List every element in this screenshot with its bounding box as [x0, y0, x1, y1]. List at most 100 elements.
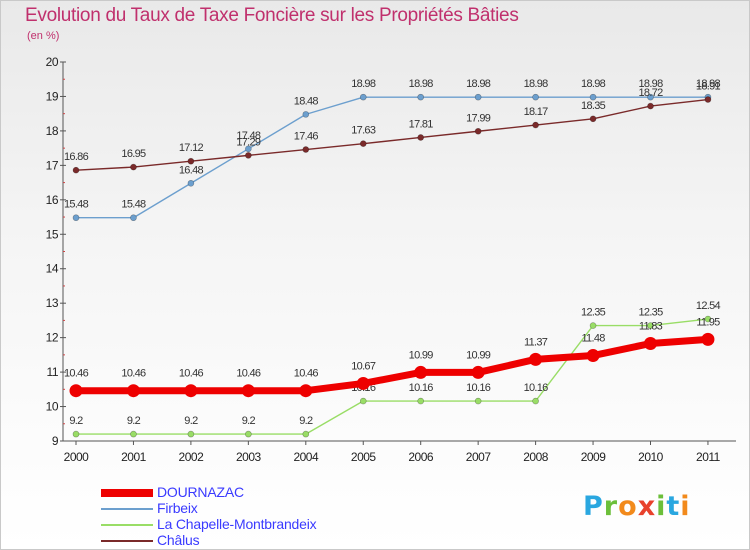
data-point	[126, 384, 140, 398]
logo-letter: i	[656, 491, 667, 522]
legend-label: La Chapelle-Montbrandeix	[157, 516, 317, 532]
data-label: 18.98	[696, 78, 721, 90]
legend-swatch	[101, 524, 153, 526]
data-point	[187, 430, 195, 438]
data-point	[417, 134, 425, 141]
series-line	[75, 98, 709, 171]
legend-swatch	[101, 540, 153, 542]
data-point	[647, 322, 654, 329]
data-point	[72, 430, 80, 438]
data-label: 17.12	[179, 142, 204, 154]
data-label: 18.48	[294, 95, 319, 107]
data-point	[529, 352, 543, 366]
y-tick-label: 10	[46, 400, 59, 414]
series-la-chapelle-montbrandeix: 9.29.29.29.29.210.1610.1610.1610.1612.35…	[69, 300, 721, 438]
data-point	[356, 376, 370, 390]
series-line	[75, 96, 709, 219]
data-point	[417, 93, 425, 101]
y-tick-label: 11	[47, 365, 59, 379]
data-point	[589, 93, 597, 101]
x-tick-label: 2011	[696, 450, 721, 464]
data-label: 18.98	[351, 78, 376, 90]
data-point	[359, 397, 367, 405]
data-point	[130, 163, 137, 171]
y-tick-label: 12	[46, 331, 59, 345]
data-label: 18.98	[409, 78, 434, 90]
data-point	[130, 430, 137, 438]
logo-letter: x	[637, 491, 657, 522]
x-tick-label: 2008	[523, 450, 549, 464]
y-unit-label: (en %)	[27, 30, 60, 42]
data-label: 10.99	[409, 349, 434, 361]
data-label: 11.95	[696, 316, 720, 328]
series-firbeix: 15.48 15.48 16.48 17.48 18.48 18.98 18.98 18.98…	[64, 78, 721, 222]
x-tick-label: 2007	[466, 450, 492, 464]
y-tick-label: 20	[46, 55, 59, 69]
data-label: 9.2	[127, 415, 141, 427]
x-tick-label: 2001	[121, 450, 147, 464]
data-label: 9.2	[184, 415, 198, 427]
data-point	[704, 96, 712, 103]
data-label: 12.54	[696, 300, 721, 312]
x-tick-label: 2004	[293, 450, 319, 464]
data-label: 10.99	[466, 349, 491, 361]
data-point	[184, 384, 198, 398]
data-point	[69, 384, 83, 398]
chart-title: Evolution du Taux de Taxe Foncière sur l…	[25, 5, 519, 26]
y-tick-label: 9	[52, 434, 59, 448]
legend-swatch	[101, 489, 153, 497]
x-tick-label: 2006	[408, 450, 434, 464]
data-label: 18.98	[524, 78, 549, 90]
logo-letter: P	[583, 491, 604, 522]
data-label: 16.86	[64, 151, 89, 163]
data-point	[187, 179, 195, 187]
data-label: 9.2	[69, 415, 83, 427]
x-tick-label: 2009	[581, 450, 607, 464]
data-label: 17.48	[236, 130, 261, 142]
data-label: 18.72	[638, 87, 663, 99]
data-label: 11.83	[639, 320, 663, 332]
data-label: 18.35	[581, 100, 606, 112]
data-label: 10.16	[466, 382, 491, 394]
x-tick-label: 2003	[236, 450, 262, 464]
data-point	[471, 365, 485, 379]
data-point	[241, 384, 255, 398]
y-tick-label: 14	[46, 262, 59, 276]
data-point	[704, 315, 712, 323]
data-point	[299, 384, 313, 398]
data-point	[589, 115, 597, 123]
data-point	[414, 365, 428, 379]
logo-letter: t	[666, 491, 681, 522]
data-point	[701, 332, 715, 346]
legend-label: Châlus	[157, 532, 200, 548]
data-label: 10.46	[179, 368, 204, 380]
data-label: 16.48	[179, 164, 204, 176]
data-point	[245, 152, 252, 159]
y-tick-label: 18	[46, 124, 59, 138]
data-point	[532, 121, 539, 129]
data-point	[302, 111, 310, 118]
data-point	[644, 336, 657, 350]
data-point	[302, 146, 310, 153]
data-label: 17.29	[236, 136, 261, 148]
y-tick-label: 16	[46, 193, 59, 207]
series-line	[75, 318, 709, 435]
legend-label: DOURNAZAC	[157, 484, 244, 500]
legend-label: Firbeix	[157, 500, 198, 516]
data-label: 10.46	[121, 368, 146, 380]
data-point	[474, 127, 482, 135]
data-point	[359, 140, 367, 147]
x-tick-label: 2005	[351, 450, 377, 464]
logo-letter: o	[618, 491, 638, 522]
legend-swatch	[101, 508, 153, 510]
data-label: 11.37	[524, 336, 548, 348]
data-point	[532, 397, 539, 405]
y-tick-label: 13	[46, 296, 59, 310]
data-point	[245, 430, 252, 438]
data-label: 9.2	[299, 415, 313, 427]
series-line	[72, 335, 712, 395]
proxiti-logo: Proxiti	[583, 491, 691, 522]
x-tick-label: 2000	[64, 450, 90, 464]
logo-letter: r	[603, 491, 619, 522]
